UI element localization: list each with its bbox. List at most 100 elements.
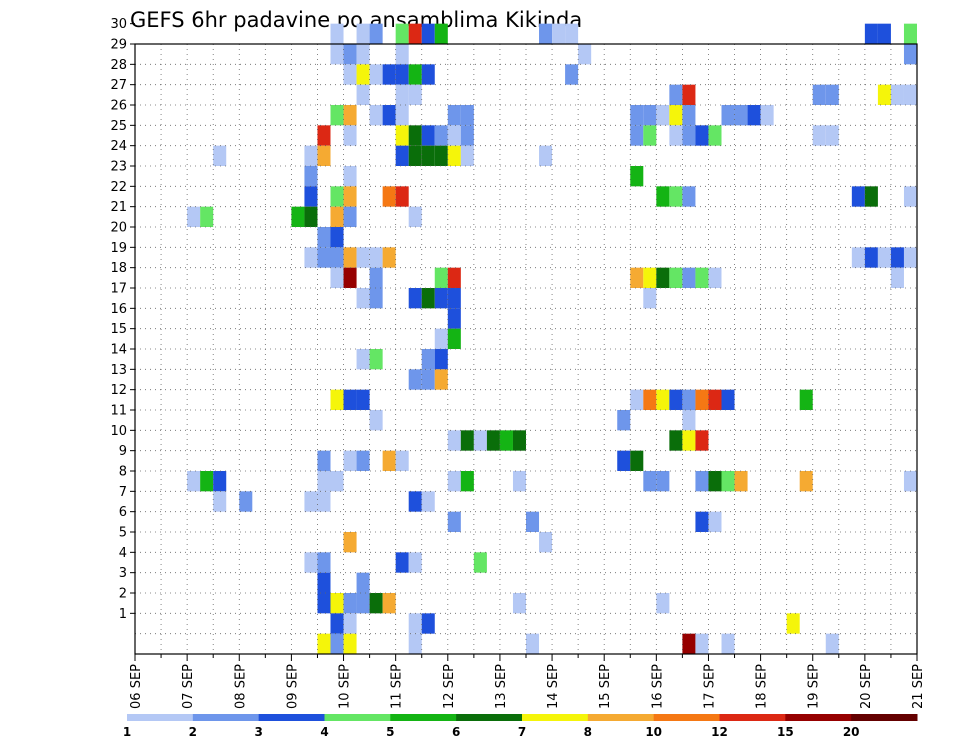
heatmap-cell bbox=[343, 532, 357, 553]
heatmap-cell bbox=[343, 389, 357, 410]
legend-label: 5 bbox=[386, 725, 394, 739]
heatmap-cell bbox=[903, 44, 917, 65]
heatmap-cell bbox=[304, 166, 318, 187]
y-tick-label: 22 bbox=[110, 180, 127, 195]
heatmap-cell bbox=[669, 267, 683, 288]
heatmap-cell bbox=[200, 471, 214, 492]
heatmap-cell bbox=[669, 84, 683, 105]
heatmap-cell bbox=[330, 613, 344, 634]
heatmap-cell bbox=[460, 471, 474, 492]
heatmap-cell bbox=[200, 206, 214, 227]
heatmap-cell bbox=[434, 267, 448, 288]
legend-color-swatch bbox=[127, 714, 194, 721]
heatmap-cell bbox=[356, 23, 370, 44]
heatmap-cell bbox=[630, 105, 644, 126]
heatmap-cell bbox=[447, 511, 461, 532]
y-tick-label: 11 bbox=[110, 404, 127, 419]
heatmap-cell bbox=[369, 288, 383, 309]
legend-color-swatch bbox=[719, 714, 786, 721]
heatmap-cell bbox=[317, 471, 331, 492]
heatmap-cell bbox=[669, 105, 683, 126]
y-tick-label: 21 bbox=[110, 200, 127, 215]
heatmap-cell bbox=[239, 491, 253, 512]
heatmap-cell bbox=[369, 593, 383, 614]
x-tick-label: 13 SEP bbox=[494, 664, 509, 709]
heatmap-cell bbox=[825, 84, 839, 105]
x-axis: 06 SEP 07 SEP 08 SEP 09 SEP 10 SEP 11 SEP 12 S… bbox=[129, 654, 926, 709]
heatmap-cell bbox=[330, 593, 344, 614]
heatmap-cell bbox=[565, 64, 579, 85]
legend-label: 7 bbox=[518, 725, 526, 739]
legend-label: 10 bbox=[645, 725, 662, 739]
legend-label: 12 bbox=[711, 725, 728, 739]
heatmap-cell bbox=[656, 389, 670, 410]
heatmap-cell bbox=[890, 247, 904, 268]
heatmap-cell bbox=[434, 288, 448, 309]
y-tick-label: 17 bbox=[110, 282, 127, 297]
heatmap-cell bbox=[903, 23, 917, 44]
y-tick-label: 3 bbox=[119, 566, 127, 581]
heatmap-cell bbox=[682, 389, 696, 410]
heatmap-cell bbox=[343, 105, 357, 126]
heatmap-cell bbox=[747, 105, 761, 126]
y-tick-label: 12 bbox=[110, 383, 127, 398]
heatmap-cell bbox=[408, 288, 422, 309]
heatmap-cell bbox=[330, 227, 344, 248]
legend-color-swatch bbox=[258, 714, 325, 721]
heatmap-cell bbox=[408, 206, 422, 227]
heatmap-cell bbox=[708, 389, 722, 410]
heatmap-cell bbox=[851, 186, 865, 207]
heatmap-cell bbox=[317, 145, 331, 166]
heatmap-cell bbox=[526, 511, 540, 532]
heatmap-cell bbox=[539, 23, 553, 44]
y-tick-label: 15 bbox=[110, 322, 127, 337]
heatmap-cell bbox=[330, 44, 344, 65]
legend-color-swatch bbox=[456, 714, 523, 721]
heatmap-cell bbox=[721, 633, 735, 654]
x-tick-label: 06 SEP bbox=[129, 664, 144, 709]
heatmap-cell bbox=[643, 471, 657, 492]
heatmap-cell bbox=[343, 206, 357, 227]
heatmap-cell bbox=[395, 552, 409, 573]
heatmap-cell bbox=[408, 64, 422, 85]
heatmap-cell bbox=[408, 23, 422, 44]
heatmap-cell bbox=[382, 186, 396, 207]
heatmap-cell bbox=[317, 593, 331, 614]
heatmap-cell bbox=[343, 450, 357, 471]
heatmap-cell bbox=[669, 186, 683, 207]
heatmap-cell bbox=[903, 247, 917, 268]
heatmap-cell bbox=[408, 491, 422, 512]
heatmap-cell bbox=[356, 450, 370, 471]
heatmap-cell bbox=[825, 633, 839, 654]
heatmap-cell bbox=[460, 145, 474, 166]
heatmap-cell bbox=[877, 247, 891, 268]
heatmap-cell bbox=[630, 125, 644, 146]
heatmap-cell bbox=[512, 430, 526, 451]
y-tick-label: 13 bbox=[110, 363, 127, 378]
heatmap-cell bbox=[369, 267, 383, 288]
heatmap-cell bbox=[877, 84, 891, 105]
heatmap-cell bbox=[799, 471, 813, 492]
y-tick-label: 24 bbox=[110, 139, 127, 154]
x-tick-label: 18 SEP bbox=[755, 664, 770, 709]
heatmap-cell bbox=[330, 267, 344, 288]
heatmap-cell bbox=[617, 410, 631, 431]
heatmap-cell bbox=[421, 491, 435, 512]
heatmap-cell bbox=[643, 125, 657, 146]
heatmap-cell bbox=[408, 552, 422, 573]
x-tick-label: 17 SEP bbox=[702, 664, 717, 709]
heatmap-cell bbox=[317, 572, 331, 593]
heatmap-cell bbox=[760, 105, 774, 126]
heatmap-cell bbox=[903, 84, 917, 105]
x-tick-label: 14 SEP bbox=[546, 664, 561, 709]
heatmap-cell bbox=[421, 145, 435, 166]
heatmap-cell bbox=[643, 389, 657, 410]
heatmap-cell bbox=[526, 633, 540, 654]
heatmap-cell bbox=[369, 64, 383, 85]
heatmap-cell bbox=[330, 206, 344, 227]
heatmap-cell bbox=[643, 267, 657, 288]
heatmap-cell bbox=[695, 389, 709, 410]
heatmap-cell bbox=[317, 450, 331, 471]
heatmap-cell bbox=[343, 633, 357, 654]
heatmap-cell bbox=[903, 471, 917, 492]
